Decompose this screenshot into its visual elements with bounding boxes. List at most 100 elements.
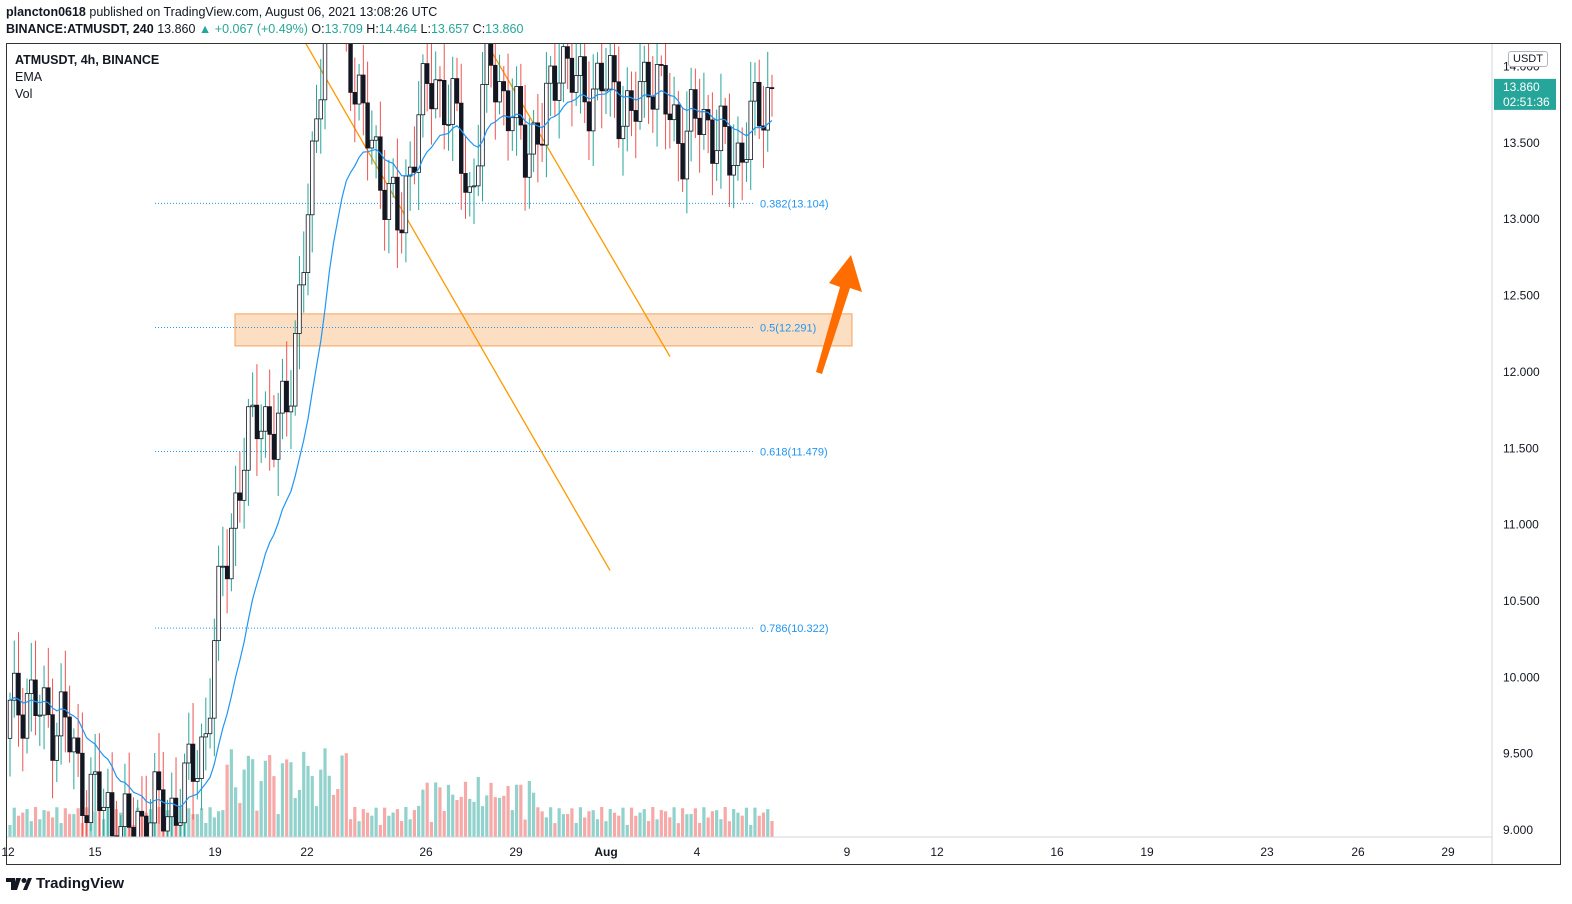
currency-badge[interactable]: USDT (1508, 51, 1548, 67)
candle-body (122, 793, 128, 827)
time-tick-label: 16 (1050, 845, 1064, 859)
legend-ema[interactable]: EMA (15, 70, 43, 84)
candle-body (29, 679, 34, 694)
volume-bar (63, 808, 67, 837)
candle-body (348, 44, 353, 93)
candle-body (731, 165, 736, 176)
candle-body (433, 79, 438, 110)
candle-body (514, 86, 519, 119)
volume-bar (442, 811, 446, 837)
close-label: C: (472, 22, 486, 36)
volume-bar (625, 824, 629, 837)
volume-bar (33, 807, 38, 837)
candle-body (769, 87, 775, 90)
candle-body (105, 792, 111, 808)
candle-body (280, 380, 285, 414)
volume-bar (199, 808, 204, 837)
candle-body (395, 176, 400, 231)
volume-bar (459, 796, 463, 837)
candle-body (195, 778, 200, 782)
volume-bar (293, 797, 297, 837)
candle-body (369, 139, 375, 149)
candle-body (139, 810, 145, 817)
time-tick-label: 9 (844, 845, 851, 859)
candle-body (722, 105, 728, 127)
candle-body (488, 44, 494, 66)
volume-bar (706, 817, 710, 837)
candle-body (156, 771, 162, 791)
volume-bar (255, 810, 259, 837)
volume-bar (93, 811, 97, 837)
author-name[interactable]: plancton0618 (6, 5, 86, 19)
price-tick-label: 12.500 (1503, 289, 1540, 303)
volume-bar (229, 749, 233, 837)
candle-body (207, 717, 213, 735)
candle-body (58, 691, 64, 737)
candle-body (173, 797, 179, 826)
support-zone (234, 313, 853, 347)
volume-bar (25, 809, 29, 837)
candle-body (267, 406, 272, 435)
time-tick-label: 29 (1441, 845, 1455, 859)
candle-body (271, 433, 277, 460)
candle-body (718, 105, 724, 152)
candle-body (663, 65, 668, 115)
volume-bar (302, 751, 306, 837)
candle-body (463, 173, 468, 193)
legend-title[interactable]: ATMUSDT, 4h, BINANCE (15, 53, 160, 67)
candle-body (293, 333, 298, 407)
candle-body (765, 87, 770, 131)
tradingview-logo[interactable]: TradingView (6, 875, 124, 892)
volume-bar (285, 759, 289, 837)
legend-vol[interactable]: Vol (15, 87, 33, 101)
volume-bar (331, 794, 336, 837)
candle-body (114, 835, 119, 837)
volume-bar (72, 814, 76, 837)
volume-bar (276, 814, 280, 837)
candle-body (693, 89, 698, 119)
volume-bar (421, 789, 425, 837)
volume-bar (404, 807, 408, 837)
volume-bar (208, 807, 212, 837)
candle-body (386, 183, 392, 220)
candle-body (710, 119, 715, 164)
close-value: 13.860 (485, 22, 524, 36)
high-label: H: (366, 22, 379, 36)
candle-body (101, 806, 106, 811)
candle-body (637, 81, 643, 122)
candle-body (275, 412, 281, 460)
volume-bar (583, 817, 587, 837)
volume-bar (391, 812, 395, 837)
volume-bar (451, 794, 455, 837)
volume-bar (434, 782, 438, 837)
candle-body (459, 102, 464, 174)
fib-level-label: 0.618(11.479) (760, 446, 828, 458)
volume-bar (476, 777, 480, 837)
candle-body (246, 406, 251, 471)
volume-bar (570, 808, 574, 837)
candle-body (220, 565, 226, 568)
time-tick-label: 29 (509, 845, 523, 859)
candle-body (625, 90, 630, 127)
volume-bar (549, 807, 553, 837)
volume-bar (251, 759, 255, 837)
candle-body (412, 166, 417, 173)
candle-body (318, 99, 323, 120)
candle-body (752, 81, 758, 102)
volume-bar (191, 814, 195, 837)
volume-bar (634, 815, 638, 837)
volume-bar (21, 812, 25, 837)
candle-body (345, 0, 349, 21)
volume-bar (50, 817, 55, 837)
time-tick-label: 15 (88, 845, 102, 859)
candle-body (203, 733, 209, 738)
candle-body (676, 104, 681, 144)
volume-bar (374, 807, 378, 837)
candle-body (284, 380, 289, 413)
volume-bar (38, 819, 42, 837)
time-tick-label: 19 (1140, 845, 1154, 859)
candle-body (212, 640, 217, 719)
candle-body (237, 492, 243, 501)
candle-body (505, 90, 511, 132)
